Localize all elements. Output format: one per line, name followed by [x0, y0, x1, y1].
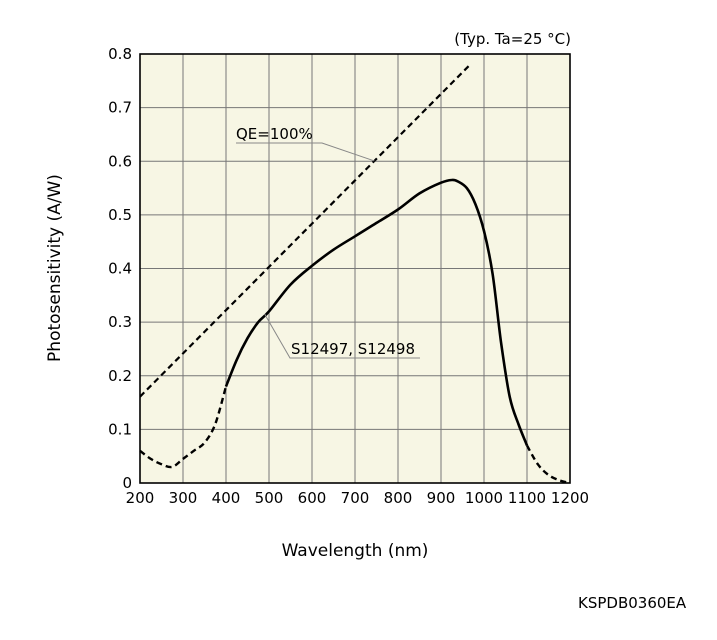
- x-tick-label: 400: [212, 489, 241, 507]
- y-tick-label: 0: [122, 474, 132, 492]
- sensitivity-curve-high-dashed: [525, 444, 571, 485]
- condition-note: (Typ. Ta=25 °C): [454, 30, 571, 48]
- y-tick-label: 0.7: [108, 99, 132, 117]
- x-tick-label: 800: [384, 489, 413, 507]
- x-tick-label: 500: [255, 489, 284, 507]
- x-tick-label: 1100: [508, 489, 546, 507]
- y-axis-label: Photosensitivity (A/W): [45, 174, 65, 362]
- series-leader-line: [264, 313, 420, 359]
- qe-leader-line: [236, 142, 375, 162]
- y-tick-labels: 0 0.1 0.2 0.3 0.4 0.5 0.6 0.7 0.8: [108, 45, 132, 492]
- x-tick-label: 1000: [465, 489, 503, 507]
- series-annotation-label: S12497, S12498: [291, 340, 415, 358]
- x-tick-labels: 200 300 400 500 600 700 800 900 1000 1100 1200: [126, 489, 589, 507]
- x-tick-label: 900: [427, 489, 456, 507]
- annotations: QE=100% S12497, S12498: [236, 125, 420, 359]
- y-tick-label: 0.1: [108, 420, 132, 438]
- y-tick-label: 0.3: [108, 313, 132, 331]
- x-tick-label: 700: [341, 489, 370, 507]
- x-tick-label: 200: [126, 489, 155, 507]
- y-tick-label: 0.6: [108, 152, 132, 170]
- x-axis-label: Wavelength (nm): [282, 541, 429, 561]
- figure-code: KSPDB0360EA: [578, 594, 687, 612]
- y-tick-label: 0.5: [108, 206, 132, 224]
- x-tick-label: 300: [169, 489, 198, 507]
- plot-frame: [139, 53, 571, 484]
- sensitivity-curve-low-dashed: [139, 386, 228, 469]
- y-tick-label: 0.8: [108, 45, 132, 63]
- y-tick-label: 0.4: [108, 260, 132, 278]
- y-tick-label: 0.2: [108, 367, 132, 385]
- x-tick-label: 600: [298, 489, 327, 507]
- qe-100-line: [140, 62, 472, 398]
- qe-annotation-label: QE=100%: [236, 125, 313, 143]
- x-tick-label: 1200: [551, 489, 589, 507]
